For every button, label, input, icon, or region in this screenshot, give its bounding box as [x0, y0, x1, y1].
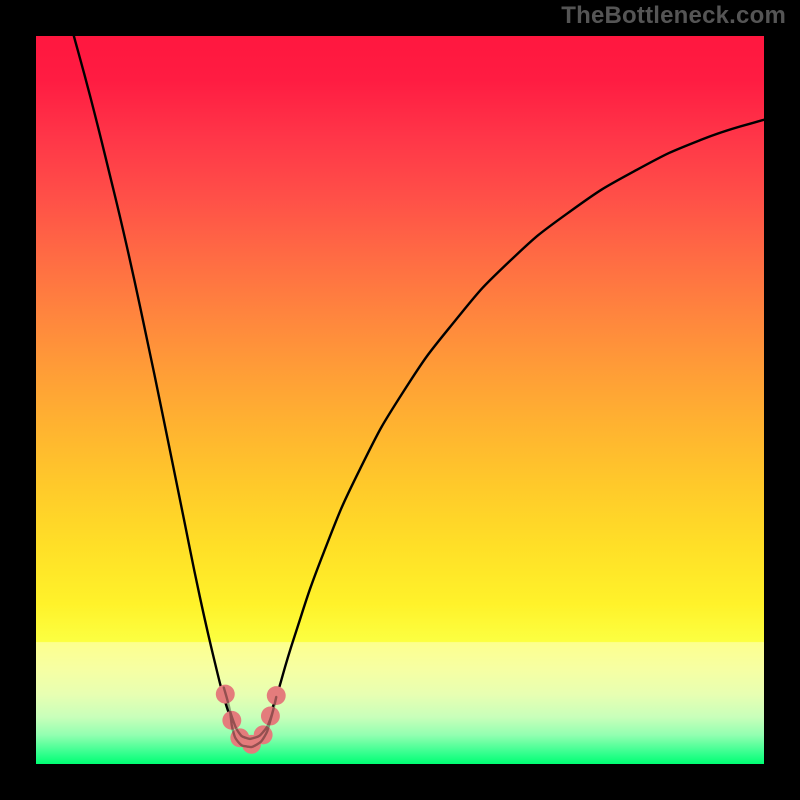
watermark-text: TheBottleneck.com	[561, 2, 786, 30]
gradient-background	[36, 36, 764, 764]
chart-stage: TheBottleneck.com	[0, 0, 800, 800]
plot-area	[36, 36, 764, 764]
bottleneck-curve-chart	[36, 36, 764, 764]
